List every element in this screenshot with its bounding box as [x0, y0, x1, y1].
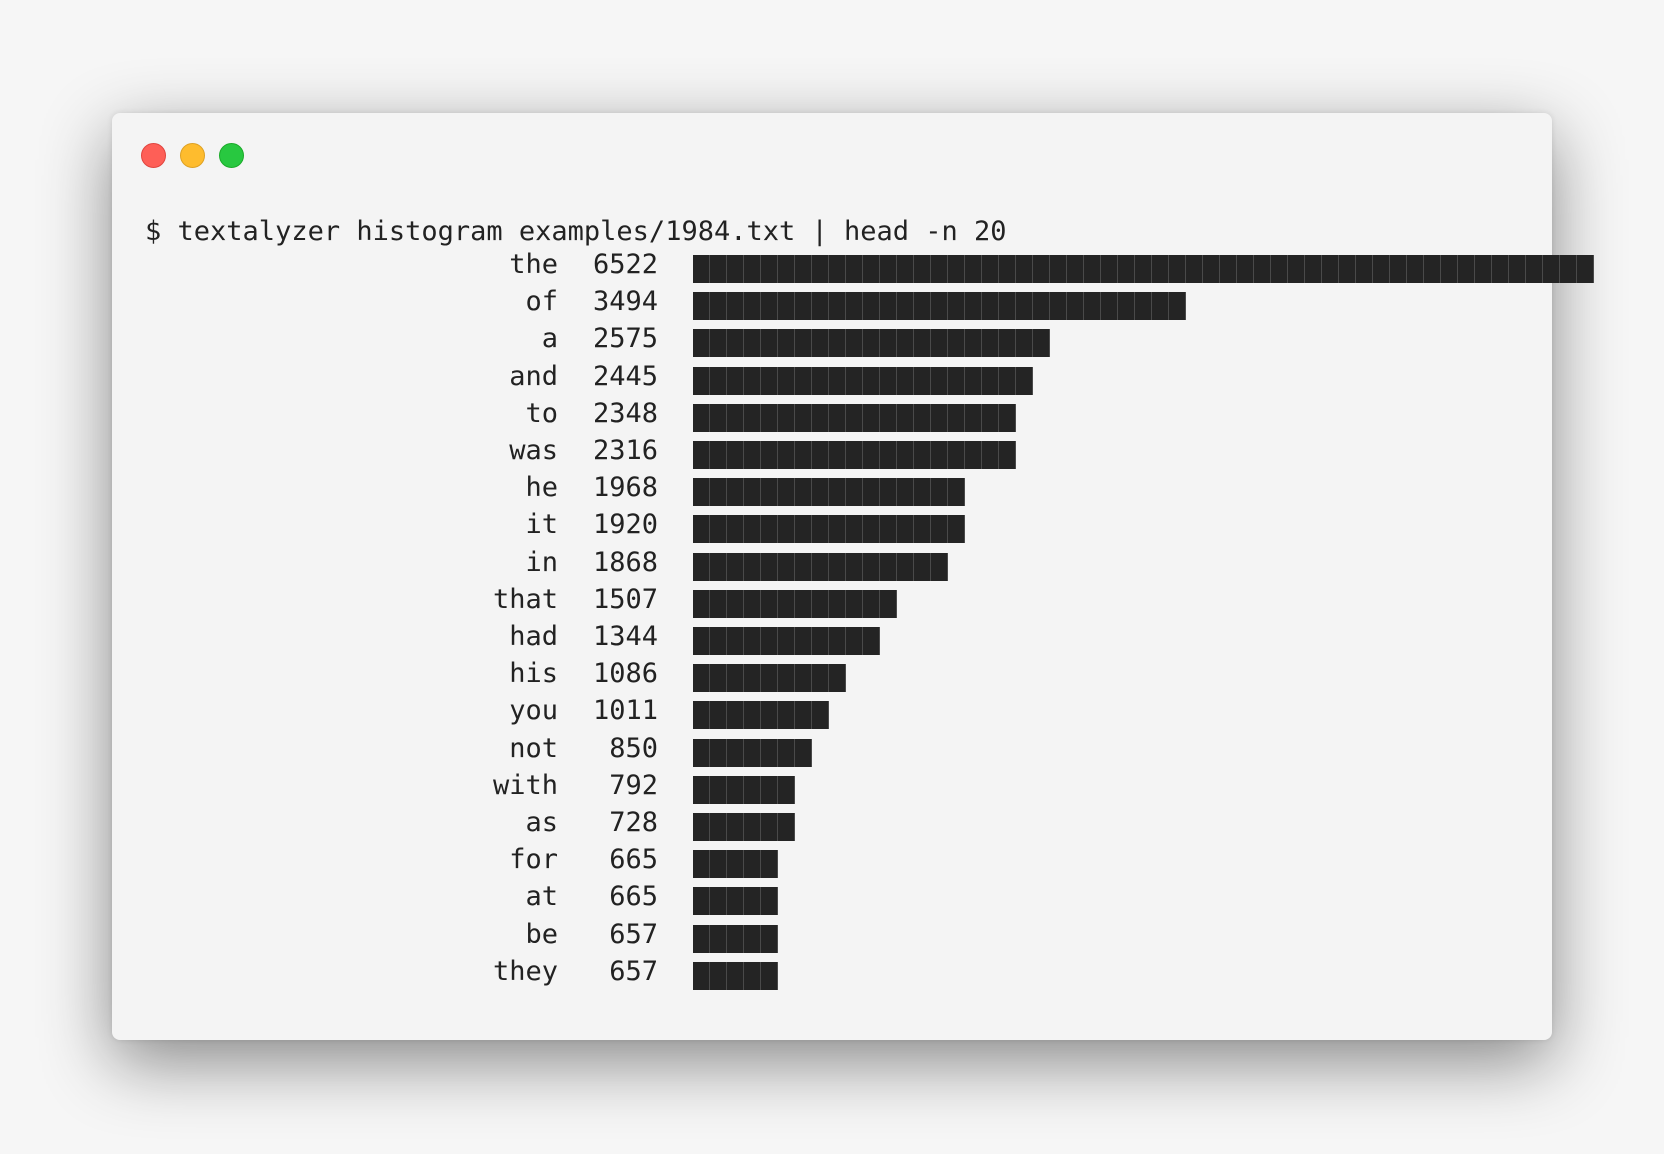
zoom-button[interactable] — [219, 143, 244, 168]
histogram-row: at 665 — [145, 881, 1545, 916]
word-label: and — [509, 360, 558, 392]
word-label: his — [509, 658, 558, 690]
word-count: 1920 — [592, 509, 658, 541]
terminal-window: $ textalyzer histogram examples/1984.txt… — [112, 113, 1594, 1040]
histogram-row: a 2575 — [145, 323, 1545, 358]
histogram-row: for 665 — [145, 844, 1545, 879]
histogram-bar — [693, 366, 1033, 395]
histogram-row: had 1344 — [145, 621, 1545, 655]
word-count: 1968 — [592, 472, 658, 504]
close-button[interactable] — [141, 143, 166, 168]
histogram-bar — [693, 255, 1594, 283]
minimize-button[interactable] — [180, 143, 205, 168]
word-label: of — [525, 286, 558, 318]
histogram-bar — [693, 813, 795, 841]
word-label: he — [525, 472, 558, 504]
word-count: 2316 — [592, 435, 658, 466]
terminal-output: $ textalyzer histogram examples/1984.txt… — [145, 213, 1594, 990]
histogram-bar — [693, 515, 965, 544]
histogram-row: in 1868 — [145, 546, 1545, 581]
histogram-row: was 2316 — [145, 435, 1545, 469]
word-count: 665 — [609, 881, 658, 913]
word-label: was — [509, 435, 558, 466]
histogram-row: you 1011 — [145, 695, 1545, 730]
histogram-bar — [693, 924, 778, 953]
histogram-bar — [693, 552, 948, 581]
histogram-row: and 2445 — [145, 360, 1545, 395]
command-text: textalyzer histogram examples/1984.txt |… — [177, 216, 1007, 247]
histogram-bar — [693, 403, 1016, 432]
histogram-row: with 792 — [145, 769, 1545, 804]
word-count: 2575 — [592, 323, 658, 355]
word-count: 850 — [609, 732, 658, 764]
word-count: 657 — [609, 918, 658, 950]
word-label: it — [525, 509, 558, 541]
histogram-row: he 1968 — [145, 472, 1545, 507]
histogram-bar — [693, 701, 829, 730]
word-label: not — [509, 732, 558, 764]
histogram-row: to 2348 — [145, 397, 1545, 432]
word-count: 2445 — [592, 360, 658, 392]
word-label: you — [509, 695, 558, 727]
histogram-bar — [693, 627, 880, 655]
histogram-row: they 657 — [145, 955, 1545, 990]
word-count: 792 — [609, 769, 658, 801]
word-count: 1868 — [592, 546, 658, 578]
histogram-bar — [693, 664, 846, 693]
histogram-bar — [693, 329, 1050, 358]
histogram-bar — [693, 738, 812, 767]
word-count: 1507 — [592, 583, 658, 615]
word-count: 2348 — [592, 397, 658, 429]
word-count: 665 — [609, 844, 658, 876]
word-count: 6522 — [592, 249, 658, 280]
word-label: be — [525, 918, 558, 950]
word-label: a — [541, 323, 558, 355]
word-label: that — [492, 583, 558, 615]
word-count: 1086 — [592, 658, 658, 690]
histogram-row: be 657 — [145, 918, 1545, 953]
histogram-row: not 850 — [145, 732, 1545, 767]
histogram-bar — [693, 887, 778, 916]
word-label: they — [492, 955, 558, 987]
histogram-row: that 1507 — [145, 583, 1545, 618]
word-label: for — [509, 844, 558, 876]
histogram-row: of 3494 — [145, 286, 1545, 321]
word-count: 657 — [609, 955, 658, 987]
command-line: $ textalyzer histogram examples/1984.txt… — [145, 213, 1522, 250]
histogram-bar — [693, 589, 897, 618]
histogram-row: his 1086 — [145, 658, 1545, 693]
histogram-row: it 1920 — [145, 509, 1545, 544]
histogram-bar — [693, 478, 965, 507]
word-label: the — [509, 249, 558, 280]
word-label: in — [525, 546, 558, 578]
histogram-bar — [693, 441, 1016, 469]
word-label: with — [492, 769, 558, 801]
word-count: 3494 — [592, 286, 658, 318]
word-count: 1011 — [592, 695, 658, 727]
histogram-bar — [693, 775, 795, 804]
histogram-row: the 6522 — [145, 249, 1594, 283]
histogram-bar — [693, 292, 1186, 321]
word-count: 728 — [609, 807, 658, 838]
word-label: at — [525, 881, 558, 913]
histogram-row: as 728 — [145, 807, 1545, 841]
word-label: to — [525, 397, 558, 429]
traffic-lights — [141, 143, 244, 168]
word-count: 1344 — [592, 621, 658, 652]
word-label: had — [509, 621, 558, 652]
histogram-bar — [693, 961, 778, 990]
word-label: as — [525, 807, 558, 838]
prompt-symbol: $ — [145, 216, 162, 247]
histogram-bar — [693, 850, 778, 879]
